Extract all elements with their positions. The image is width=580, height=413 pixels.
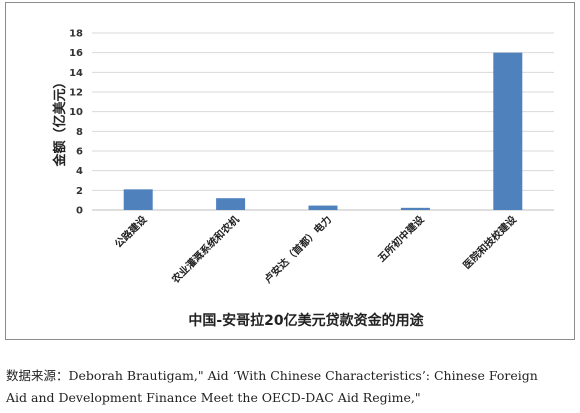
- bar: [123, 189, 153, 210]
- bar: [216, 198, 246, 210]
- source-line-2: Aid and Development Finance Meet the OEC…: [6, 390, 421, 405]
- y-tick-label: 2: [76, 186, 83, 197]
- source-line-1: 数据来源：Deborah Brautigam," Aid ‘With Chine…: [6, 368, 538, 383]
- bar: [400, 207, 430, 210]
- y-tick-label: 0: [76, 206, 83, 217]
- bar-chart: 0 2 4 6 8 10 12 14 16 18 公路建设 农业灌溉系统和农机 卢安达（首都）电力 五所…: [52, 29, 554, 329]
- source-citation: 数据来源：Deborah Brautigam," Aid ‘With Chine…: [6, 365, 576, 409]
- y-tick-label: 6: [76, 147, 83, 158]
- y-tick-label: 4: [76, 166, 83, 177]
- chart-frame: 0 2 4 6 8 10 12 14 16 18 公路建设 农业灌溉系统和农机 卢安达（首都）电力 五所…: [5, 2, 575, 340]
- bars: [123, 52, 523, 210]
- x-axis-title: 中国-安哥拉20亿美元贷款资金的用途: [188, 312, 424, 329]
- y-tick-labels: 0 2 4 6 8 10 12 14 16 18: [69, 29, 83, 217]
- y-tick-label: 12: [69, 88, 83, 99]
- category-label: 医院和技校建设: [460, 213, 519, 272]
- bar: [308, 205, 338, 210]
- category-labels: 公路建设 农业灌溉系统和农机 卢安达（首都）电力 五所初中建设 医院和技校建设: [112, 213, 519, 287]
- y-tick-label: 8: [76, 127, 83, 138]
- category-label: 卢安达（首都）电力: [261, 213, 334, 286]
- y-axis-label: 金额（亿美元）: [52, 75, 68, 167]
- y-tick-label: 18: [69, 29, 83, 40]
- bar: [493, 52, 523, 210]
- y-tick-label: 10: [69, 107, 83, 118]
- y-tick-label: 16: [69, 48, 83, 59]
- y-tick-label: 14: [69, 68, 83, 79]
- category-label: 农业灌溉系统和农机: [168, 213, 242, 287]
- category-label: 公路建设: [112, 213, 149, 250]
- category-label: 五所初中建设: [375, 213, 427, 265]
- gridlines: [92, 32, 554, 211]
